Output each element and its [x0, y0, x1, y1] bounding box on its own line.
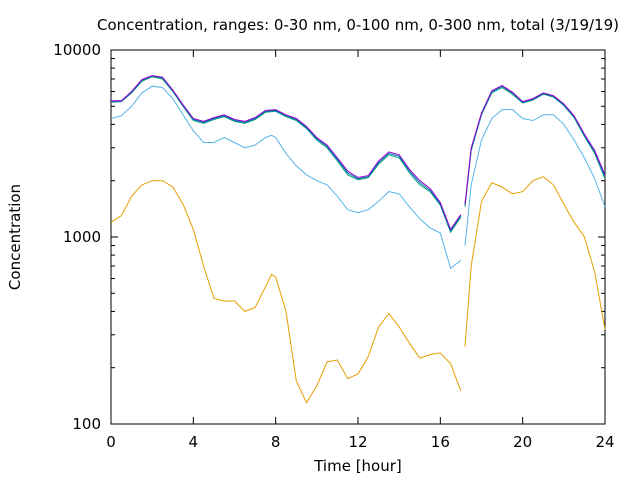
x-tick-label: 24	[595, 433, 614, 451]
series-line-1	[464, 176, 606, 347]
series-line-5	[111, 75, 462, 231]
x-tick-label: 12	[348, 433, 367, 451]
chart-title: Concentration, ranges: 0-30 nm, 0-100 nm…	[97, 16, 619, 34]
x-axis-label: Time [hour]	[313, 457, 402, 475]
axis-ticks: 0 4 8 12 16 20 24 100 1000 10000	[53, 41, 614, 451]
y-tick-label: 10000	[53, 41, 101, 59]
series-line-2	[110, 85, 462, 270]
series-line-3	[464, 86, 606, 207]
x-tick-label: 8	[271, 433, 281, 451]
y-tick-label: 1000	[63, 228, 101, 246]
x-tick-label: 20	[513, 433, 532, 451]
series-line-5	[464, 85, 606, 205]
y-axis-label: Concentration	[6, 184, 24, 290]
series-line-1	[110, 180, 462, 404]
series-line-3	[110, 76, 462, 234]
x-tick-label: 0	[106, 433, 116, 451]
x-tick-label: 16	[431, 433, 450, 451]
x-tick-label: 4	[189, 433, 199, 451]
y-tick-label: 100	[72, 415, 101, 433]
series-line-2	[464, 109, 606, 246]
series-layer	[110, 75, 606, 404]
plot-frame	[110, 49, 606, 425]
